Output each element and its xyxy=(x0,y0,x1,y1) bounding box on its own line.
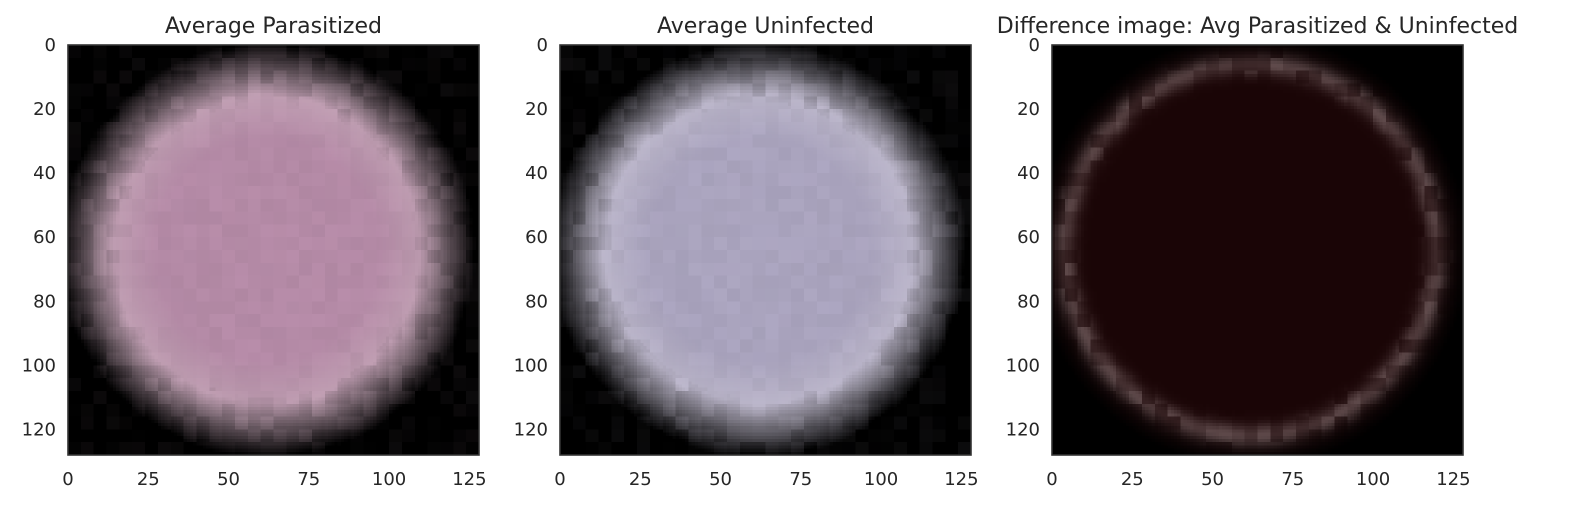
y-tick-label: 100 xyxy=(1006,355,1040,376)
x-tick-label: 125 xyxy=(944,469,978,490)
y-tick-label: 100 xyxy=(22,355,56,376)
axes-frame xyxy=(67,44,480,456)
y-tick-label: 20 xyxy=(1017,99,1040,120)
y-tick-label: 80 xyxy=(1017,291,1040,312)
y-tick-label: 120 xyxy=(514,419,548,440)
panel-title: Difference image: Avg Parasitized & Unin… xyxy=(997,14,1518,39)
x-tick-label: 75 xyxy=(789,469,812,490)
y-tick-label: 0 xyxy=(45,35,56,56)
y-tick-label: 20 xyxy=(33,99,56,120)
axes-frame xyxy=(1051,44,1464,456)
heatmap-image xyxy=(560,45,971,455)
x-tick-label: 100 xyxy=(864,469,898,490)
y-tick-label: 60 xyxy=(33,227,56,248)
x-tick-label: 100 xyxy=(1356,469,1390,490)
y-tick-label: 40 xyxy=(33,163,56,184)
y-tick-label: 20 xyxy=(525,99,548,120)
x-tick-label: 25 xyxy=(137,469,160,490)
y-tick-label: 0 xyxy=(1029,35,1040,56)
x-tick-label: 75 xyxy=(297,469,320,490)
y-tick-label: 120 xyxy=(1006,419,1040,440)
y-tick-label: 100 xyxy=(514,355,548,376)
y-tick-label: 80 xyxy=(33,291,56,312)
y-tick-label: 80 xyxy=(525,291,548,312)
x-tick-label: 125 xyxy=(452,469,486,490)
x-tick-label: 75 xyxy=(1281,469,1304,490)
heatmap-image xyxy=(1052,45,1463,455)
x-tick-label: 50 xyxy=(1201,469,1224,490)
panel-title: Average Uninfected xyxy=(657,14,874,39)
axes-frame xyxy=(559,44,972,456)
heatmap-image xyxy=(68,45,479,455)
y-tick-label: 60 xyxy=(525,227,548,248)
x-tick-label: 50 xyxy=(217,469,240,490)
x-tick-label: 25 xyxy=(1121,469,1144,490)
x-tick-label: 125 xyxy=(1436,469,1470,490)
x-tick-label: 0 xyxy=(1046,469,1057,490)
y-tick-label: 60 xyxy=(1017,227,1040,248)
y-tick-label: 40 xyxy=(1017,163,1040,184)
x-tick-label: 50 xyxy=(709,469,732,490)
x-tick-label: 0 xyxy=(62,469,73,490)
y-tick-label: 0 xyxy=(537,35,548,56)
panel-title: Average Parasitized xyxy=(165,14,382,39)
x-tick-label: 25 xyxy=(629,469,652,490)
y-tick-label: 40 xyxy=(525,163,548,184)
x-tick-label: 0 xyxy=(554,469,565,490)
x-tick-label: 100 xyxy=(372,469,406,490)
y-tick-label: 120 xyxy=(22,419,56,440)
